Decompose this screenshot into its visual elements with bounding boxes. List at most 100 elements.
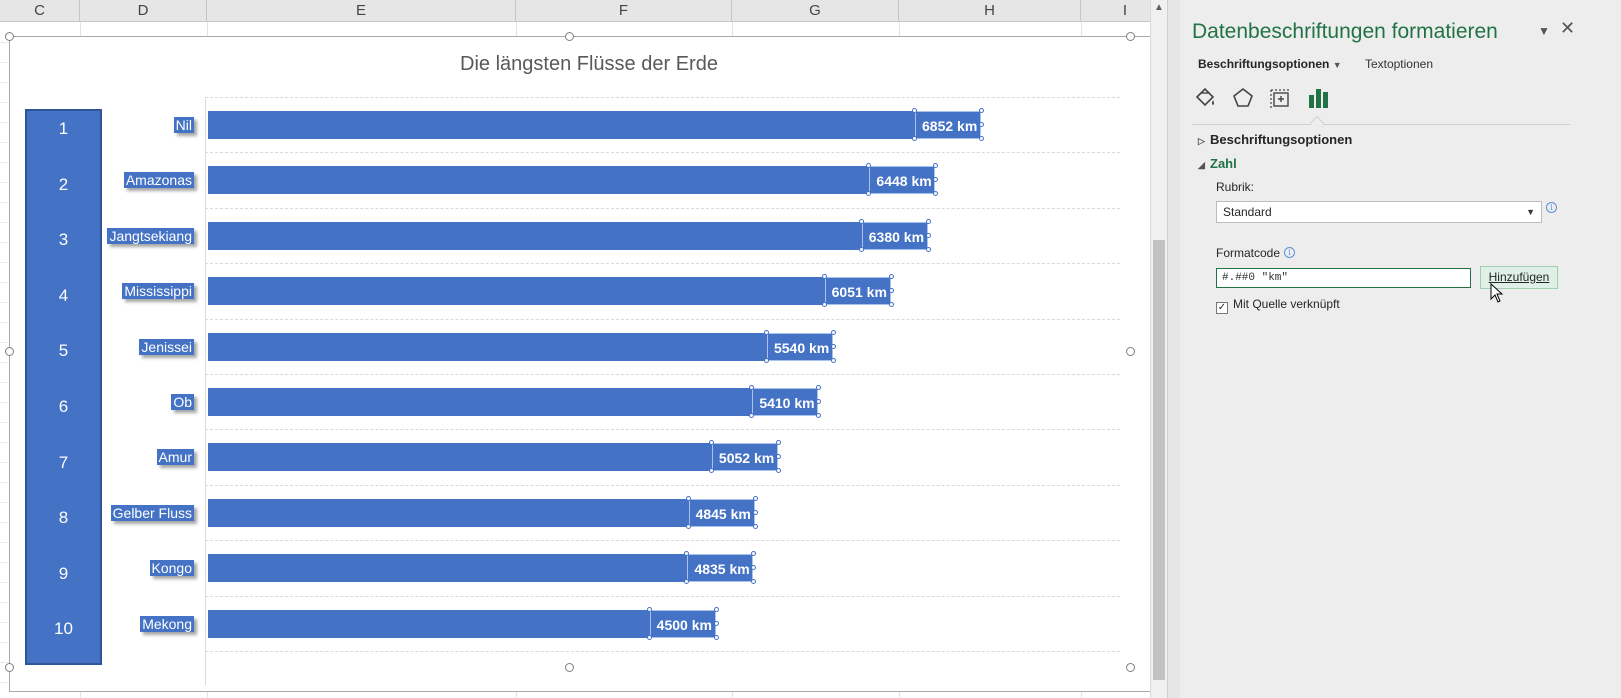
selection-handle[interactable] [713, 606, 719, 612]
selection-handle[interactable] [749, 413, 755, 418]
selection-handle[interactable] [708, 468, 714, 474]
resize-handle[interactable] [1126, 32, 1135, 41]
column-header-g[interactable]: G [732, 0, 899, 22]
selection-handle[interactable] [708, 440, 714, 446]
selection-handle[interactable] [775, 454, 781, 460]
effects-icon[interactable] [1230, 86, 1256, 110]
selection-handle[interactable] [646, 606, 652, 612]
selection-handle[interactable] [866, 163, 872, 169]
selection-handle[interactable] [816, 385, 822, 390]
data-label[interactable]: 4835 km [687, 554, 754, 583]
info-icon[interactable]: i [1546, 202, 1557, 213]
category-label[interactable]: Nil [173, 114, 194, 136]
info-icon[interactable]: i [1284, 247, 1295, 258]
data-label[interactable]: 6448 km [869, 166, 936, 195]
format-code-input[interactable] [1216, 268, 1471, 288]
selection-handle[interactable] [752, 495, 758, 501]
category-label[interactable]: Mississippi [122, 280, 194, 302]
bar[interactable] [208, 609, 716, 638]
category-label[interactable]: Jangtsekiang [107, 225, 194, 247]
selection-handle[interactable] [888, 288, 894, 294]
selection-handle[interactable] [685, 495, 691, 501]
fill-line-icon[interactable] [1192, 86, 1218, 110]
selection-handle[interactable] [888, 274, 894, 280]
selection-handle[interactable] [775, 440, 781, 446]
column-header-e[interactable]: E [207, 0, 516, 22]
selection-handle[interactable] [979, 122, 984, 127]
tab-label-options[interactable]: Beschriftungsoptionen ▼ [1198, 57, 1342, 71]
column-header-f[interactable]: F [516, 0, 732, 22]
data-label[interactable]: 6380 km [861, 221, 928, 250]
selection-handle[interactable] [830, 357, 836, 363]
selection-handle[interactable] [751, 565, 757, 571]
category-label[interactable]: Mekong [140, 613, 194, 635]
category-select[interactable]: Standard ▼ [1216, 201, 1542, 223]
bar[interactable] [208, 166, 936, 195]
category-label[interactable]: Kongo [149, 557, 194, 579]
selection-handle[interactable] [933, 163, 939, 169]
category-label[interactable]: Amur [156, 446, 194, 468]
data-label[interactable]: 5410 km [752, 388, 819, 416]
selection-handle[interactable] [866, 191, 872, 197]
bar[interactable] [208, 554, 754, 583]
selection-handle[interactable] [933, 177, 939, 183]
category-label[interactable]: Jenissei [139, 336, 194, 358]
selection-handle[interactable] [830, 343, 836, 349]
category-label[interactable]: Ob [171, 391, 194, 413]
selection-handle[interactable] [749, 385, 755, 390]
selection-handle[interactable] [912, 136, 917, 141]
size-properties-icon[interactable] [1268, 86, 1294, 110]
selection-handle[interactable] [925, 246, 931, 252]
pane-options-icon[interactable]: ▼ [1538, 24, 1550, 38]
chart-title[interactable]: Die längsten Flüsse der Erde [460, 53, 718, 75]
selection-handle[interactable] [821, 274, 827, 280]
selection-handle[interactable] [925, 218, 931, 224]
selection-handle[interactable] [684, 579, 690, 585]
data-label[interactable]: 4500 km [649, 609, 716, 638]
selection-handle[interactable] [751, 551, 757, 557]
selection-handle[interactable] [763, 357, 769, 363]
selection-handle[interactable] [933, 191, 939, 197]
resize-handle[interactable] [5, 347, 14, 356]
section-label-options[interactable]: ▷ Beschriftungsoptionen [1198, 132, 1352, 147]
data-label[interactable]: 4845 km [688, 498, 755, 527]
selection-handle[interactable] [858, 246, 864, 252]
selection-handle[interactable] [713, 620, 719, 626]
resize-handle[interactable] [1126, 347, 1135, 356]
rank-column[interactable]: 1 2 3 4 5 6 7 8 9 10 [25, 109, 102, 665]
bar[interactable] [208, 332, 833, 361]
selection-handle[interactable] [751, 579, 757, 585]
selection-handle[interactable] [912, 108, 917, 113]
selection-handle[interactable] [979, 136, 984, 141]
scrollbar-thumb[interactable] [1153, 240, 1165, 680]
bar[interactable] [208, 221, 928, 250]
bar[interactable] [208, 277, 891, 306]
add-button[interactable]: Hinzufügen [1480, 266, 1558, 289]
pane-splitter[interactable] [1167, 0, 1180, 698]
vertical-scrollbar[interactable]: ▲ [1150, 0, 1167, 698]
selection-handle[interactable] [775, 468, 781, 474]
selection-handle[interactable] [646, 634, 652, 640]
selection-handle[interactable] [816, 399, 822, 404]
selection-handle[interactable] [979, 108, 984, 113]
selection-handle[interactable] [763, 329, 769, 335]
section-number[interactable]: ◢ Zahl [1198, 156, 1237, 171]
selection-handle[interactable] [816, 413, 822, 418]
selection-handle[interactable] [685, 523, 691, 529]
bar[interactable] [208, 498, 755, 527]
resize-handle[interactable] [565, 663, 574, 672]
selection-handle[interactable] [830, 329, 836, 335]
label-options-icon[interactable] [1306, 86, 1332, 110]
data-label[interactable]: 5052 km [711, 443, 778, 472]
resize-handle[interactable] [565, 32, 574, 41]
selection-handle[interactable] [684, 551, 690, 557]
column-header-h[interactable]: H [899, 0, 1081, 22]
resize-handle[interactable] [1126, 663, 1135, 672]
scroll-up-icon[interactable]: ▲ [1154, 2, 1164, 13]
bar[interactable] [208, 388, 819, 416]
selection-handle[interactable] [752, 523, 758, 529]
selection-handle[interactable] [752, 509, 758, 515]
resize-handle[interactable] [5, 663, 14, 672]
selection-handle[interactable] [821, 302, 827, 308]
bar[interactable] [208, 111, 981, 139]
